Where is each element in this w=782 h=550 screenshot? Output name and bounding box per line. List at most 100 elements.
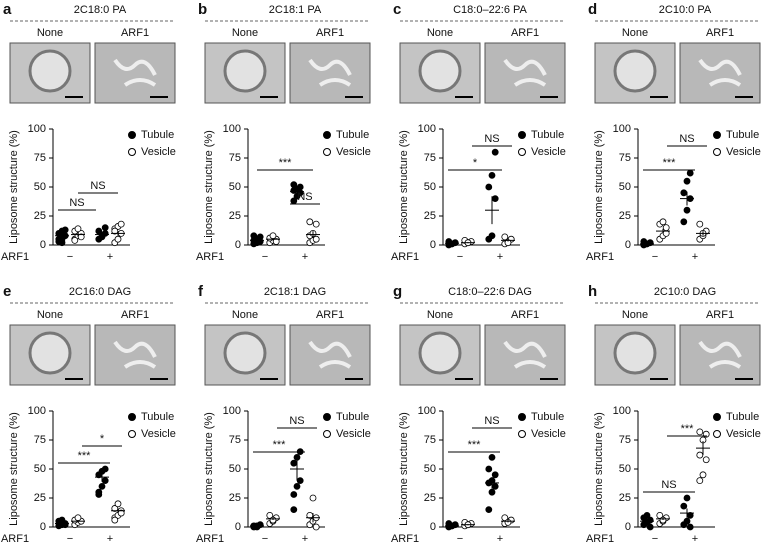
liposome xyxy=(418,49,462,93)
panel-title: 2C10:0 DAG xyxy=(654,286,716,298)
data-point xyxy=(491,471,499,479)
y-tick-label: 25 xyxy=(619,492,631,504)
micrograph xyxy=(289,42,371,104)
y-tick-label: 0 xyxy=(430,521,436,533)
panel: h 2C10:0 DAG None ARF1 0 25 50 75 100 Liposome st… xyxy=(586,283,761,545)
y-tick-label: 100 xyxy=(28,123,46,135)
data-point xyxy=(114,500,122,508)
data-point xyxy=(485,506,493,514)
data-point xyxy=(491,148,499,156)
legend-marker xyxy=(323,413,331,421)
x-axis-label: ARF1 xyxy=(1,533,29,545)
tubules xyxy=(503,340,547,369)
data-point xyxy=(686,523,694,531)
legend-label: Vesicle xyxy=(531,428,566,440)
image-label: ARF1 xyxy=(121,309,149,321)
micrograph xyxy=(94,42,176,104)
significance-label: NS xyxy=(69,197,84,209)
data-point xyxy=(98,482,106,490)
legend-label: Vesicle xyxy=(726,428,761,440)
panel: e 2C16:0 DAG None ARF1 0 25 50 75 100 Liposome st… xyxy=(1,283,176,545)
panel-letter: c xyxy=(393,1,401,18)
panel-title: 2C18:1 PA xyxy=(269,4,322,16)
y-tick-label: 50 xyxy=(229,463,241,475)
y-tick-label: 0 xyxy=(235,521,241,533)
x-axis-label: ARF1 xyxy=(586,251,614,263)
y-tick-label: 0 xyxy=(235,239,241,251)
legend-marker xyxy=(128,131,136,139)
data-point xyxy=(293,482,301,490)
legend-label: Vesicle xyxy=(336,428,371,440)
legend-label: Tubule xyxy=(531,411,564,423)
data-point xyxy=(488,232,496,240)
micrograph xyxy=(289,324,371,386)
y-tick-label: 0 xyxy=(40,521,46,533)
data-point xyxy=(686,169,694,177)
y-tick-label: 50 xyxy=(424,181,436,193)
legend-marker xyxy=(518,430,526,438)
micrograph xyxy=(484,42,566,104)
image-label: ARF1 xyxy=(316,309,344,321)
data-point xyxy=(95,227,103,235)
y-tick-label: 0 xyxy=(430,239,436,251)
micrograph xyxy=(679,42,761,104)
tubules xyxy=(503,58,547,87)
x-tick-label: + xyxy=(302,251,308,263)
legend-label: Tubule xyxy=(336,129,369,141)
data-point xyxy=(501,233,509,241)
x-axis-label: ARF1 xyxy=(586,533,614,545)
y-tick-label: 100 xyxy=(223,123,241,135)
x-tick-label: − xyxy=(262,533,268,545)
y-axis-label: Liposome structure (%) xyxy=(398,130,410,244)
data-point xyxy=(306,218,314,226)
data-point xyxy=(61,521,69,529)
image-label: ARF1 xyxy=(511,27,539,39)
legend-marker xyxy=(518,413,526,421)
significance-label: NS xyxy=(297,191,312,203)
x-tick-label: − xyxy=(457,251,463,263)
significance-label: *** xyxy=(663,157,677,169)
legend-marker xyxy=(323,430,331,438)
significance-label: *** xyxy=(681,423,695,435)
y-tick-label: 75 xyxy=(229,152,241,164)
data-point xyxy=(253,523,261,531)
panel: g C18:0–22:6 DAG None ARF1 0 25 50 75 100 Liposom… xyxy=(391,283,566,545)
data-point xyxy=(117,220,125,228)
y-tick-label: 0 xyxy=(625,239,631,251)
tubules xyxy=(308,58,352,87)
panel-title: 2C10:0 PA xyxy=(659,4,712,16)
tubules xyxy=(113,340,157,369)
image-label: None xyxy=(622,309,648,321)
y-axis-label: Liposome structure (%) xyxy=(8,130,20,244)
y-axis-label: Liposome structure (%) xyxy=(593,130,605,244)
data-point xyxy=(646,523,654,531)
data-point xyxy=(662,224,670,232)
x-tick-label: + xyxy=(497,251,503,263)
significance-label: NS xyxy=(484,415,499,427)
significance-label: * xyxy=(473,157,478,169)
legend-label: Vesicle xyxy=(141,428,176,440)
liposome xyxy=(223,49,267,93)
legend-label: Vesicle xyxy=(336,146,371,158)
data-point xyxy=(312,235,320,243)
image-label: ARF1 xyxy=(316,27,344,39)
data-point xyxy=(101,465,109,473)
data-point xyxy=(269,232,277,240)
y-tick-label: 100 xyxy=(613,405,631,417)
data-point xyxy=(58,239,66,247)
x-tick-label: − xyxy=(67,533,73,545)
y-tick-label: 100 xyxy=(613,123,631,135)
y-tick-label: 50 xyxy=(424,463,436,475)
legend-label: Vesicle xyxy=(726,146,761,158)
x-tick-label: + xyxy=(107,533,113,545)
data-point xyxy=(696,428,704,436)
data-point xyxy=(256,233,264,241)
legend-label: Tubule xyxy=(726,129,759,141)
micrograph xyxy=(679,324,761,386)
panel-letter: g xyxy=(393,283,402,300)
x-tick-label: + xyxy=(302,533,308,545)
image-label: None xyxy=(427,309,453,321)
panel-title: 2C16:0 DAG xyxy=(69,286,131,298)
data-point xyxy=(312,523,320,531)
